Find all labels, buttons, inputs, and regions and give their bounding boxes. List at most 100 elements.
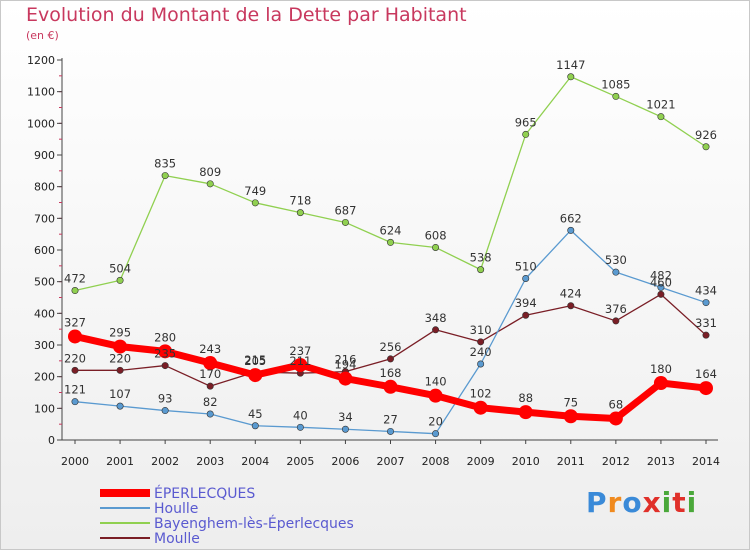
data-label: 216 <box>334 353 356 367</box>
data-point <box>522 274 530 282</box>
logo-letter: i <box>686 486 698 519</box>
data-label: 164 <box>695 367 717 381</box>
x-tick-label: 2002 <box>151 455 179 468</box>
logo-letter: P <box>586 486 608 519</box>
data-label: 27 <box>383 412 398 426</box>
data-label: 45 <box>248 407 263 421</box>
data-label: 240 <box>470 345 492 359</box>
data-label: 687 <box>334 203 356 217</box>
y-tick-label: 300 <box>34 339 55 352</box>
data-point <box>563 409 578 424</box>
data-point <box>428 388 443 403</box>
legend-label: Houlle <box>154 501 198 517</box>
data-point <box>612 92 620 100</box>
data-label: 718 <box>289 194 311 208</box>
data-point <box>386 238 394 246</box>
y-tick-label: 400 <box>34 307 55 320</box>
data-label: 180 <box>650 362 672 376</box>
y-tick-label: 100 <box>34 402 55 415</box>
data-label: 140 <box>425 375 447 389</box>
legend: ÉPERLECQUESHoulleBayenghem-lès-Éperlecqu… <box>100 485 354 547</box>
data-point <box>522 130 530 138</box>
data-point <box>699 381 713 396</box>
data-label: 256 <box>380 340 402 354</box>
logo-letter: i <box>661 486 673 519</box>
data-label: 424 <box>560 287 582 301</box>
x-tick-label: 2001 <box>106 455 134 468</box>
data-point <box>71 287 79 295</box>
data-point <box>71 366 79 374</box>
chart-title: Evolution du Montant de la Dette par Hab… <box>26 4 467 26</box>
legend-label: Moulle <box>154 531 200 547</box>
data-label: 835 <box>154 157 176 171</box>
data-point <box>612 268 620 276</box>
x-tick-label: 2011 <box>557 455 585 468</box>
y-tick-label: 800 <box>34 181 55 194</box>
data-point <box>518 405 533 420</box>
data-point <box>296 209 304 217</box>
data-point <box>206 382 214 390</box>
data-label: 348 <box>425 311 447 325</box>
data-label: 624 <box>380 223 402 237</box>
data-point <box>341 218 349 226</box>
data-label: 295 <box>109 326 131 340</box>
data-label: 394 <box>515 296 537 310</box>
data-label: 1147 <box>556 58 585 72</box>
data-point <box>116 276 124 284</box>
y-tick-label: 600 <box>34 244 55 257</box>
data-label: 530 <box>605 253 627 267</box>
series-layer <box>68 73 713 438</box>
data-point <box>161 407 169 415</box>
data-point <box>338 371 353 386</box>
data-point <box>71 398 79 406</box>
data-label: 376 <box>605 302 627 316</box>
data-point <box>116 402 124 410</box>
data-point <box>251 422 259 430</box>
data-label: 280 <box>154 330 176 344</box>
x-tick-label: 2009 <box>467 455 495 468</box>
data-label: 310 <box>470 323 492 337</box>
data-point <box>251 199 259 207</box>
y-tick-label: 0 <box>48 434 55 447</box>
data-point <box>296 423 304 431</box>
x-tick-label: 2007 <box>377 455 405 468</box>
proxiti-logo: Proxiti <box>586 486 697 519</box>
data-point <box>113 339 128 354</box>
data-label: 40 <box>293 408 308 422</box>
data-label: 504 <box>109 261 131 275</box>
data-label: 809 <box>199 165 221 179</box>
data-point <box>657 283 665 291</box>
data-label: 170 <box>199 367 221 381</box>
data-point <box>653 376 668 390</box>
data-label: 327 <box>64 315 86 329</box>
data-label: 215 <box>244 353 266 367</box>
x-tick-label: 2004 <box>241 455 269 468</box>
data-point <box>161 172 169 180</box>
data-point <box>612 317 620 325</box>
data-label: 121 <box>64 383 86 397</box>
data-label: 965 <box>515 115 537 129</box>
y-tick-label: 1000 <box>27 117 55 130</box>
data-point <box>68 329 82 344</box>
data-point <box>657 290 665 298</box>
data-label: 235 <box>154 347 176 361</box>
data-point <box>341 425 349 433</box>
logo-letter: t <box>672 486 687 519</box>
data-label: 102 <box>470 387 492 401</box>
y-tick-label: 1200 <box>27 54 55 67</box>
data-label: 168 <box>380 366 402 380</box>
data-label: 194 <box>334 358 356 372</box>
data-label: 662 <box>560 211 582 225</box>
logo-letter: r <box>607 486 623 519</box>
data-label: 220 <box>64 351 86 365</box>
data-point <box>206 410 214 418</box>
data-point <box>161 362 169 370</box>
data-point <box>293 357 308 372</box>
x-tick-label: 2006 <box>331 455 359 468</box>
data-label: 472 <box>64 272 86 286</box>
data-point <box>432 326 440 334</box>
axes: 0 100 200 300 400 500 600 700 800 900 1000 1100 1200… <box>27 54 720 468</box>
x-tick-label: 2003 <box>196 455 224 468</box>
data-label: 107 <box>109 387 131 401</box>
x-tick-label: 2005 <box>286 455 314 468</box>
